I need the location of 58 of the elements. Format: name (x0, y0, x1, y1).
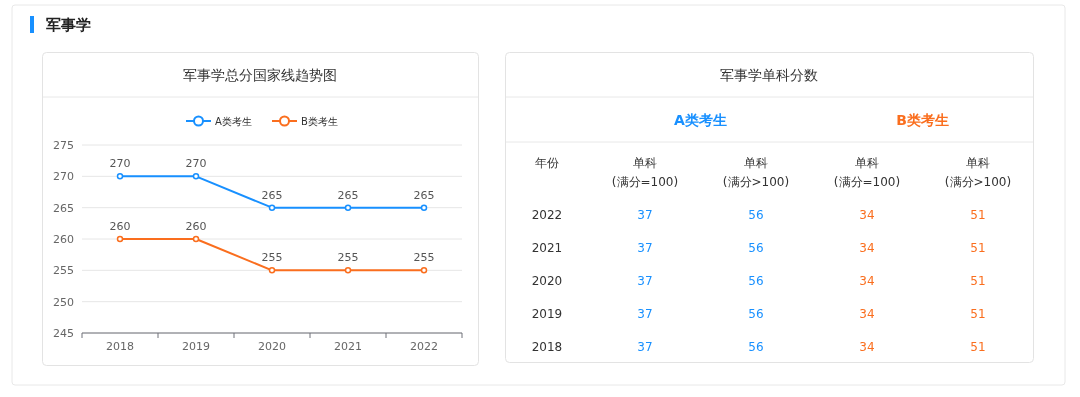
data-label: 37 (637, 340, 653, 354)
data-label: 51 (970, 208, 986, 222)
y-axis-title: 年份 (535, 156, 559, 170)
chart-title: 军事学总分国家线趋势图 (183, 67, 337, 83)
data-label: 37 (637, 208, 653, 222)
data-label: 34 (859, 208, 875, 222)
x-tick-label: 2020 (258, 340, 286, 353)
y-tick-label: 245 (53, 327, 74, 340)
y-tick-label: 2022 (531, 208, 563, 222)
data-label: 56 (748, 340, 764, 354)
text: B类考生 (896, 112, 949, 128)
x-tick-label: 单科 (满分>100) (944, 156, 1012, 189)
data-label: 34 (859, 307, 875, 321)
data-label: 56 (748, 208, 764, 222)
y-tick-label: 260 (53, 233, 74, 246)
data-label: 56 (748, 241, 764, 255)
x-tick-label: 2018 (106, 340, 134, 353)
data-label: 37 (637, 307, 653, 321)
data-label: 270 (185, 157, 207, 171)
y-tick-label: 2019 (531, 307, 563, 321)
data-label: 56 (748, 307, 764, 321)
data-label: 255 (337, 251, 359, 265)
data-label: 51 (970, 340, 986, 354)
data-label: 265 (337, 188, 359, 202)
x-tick-label: 2019 (182, 340, 210, 353)
data-label: 260 (109, 220, 131, 233)
data-label: 34 (859, 241, 875, 255)
x-tick-label: 2022 (410, 340, 438, 353)
y-tick-label: 270 (53, 170, 74, 184)
y-tick-label: 265 (53, 201, 74, 215)
y-tick-label: 2021 (531, 241, 563, 255)
x-tick-label: 单科 (满分>100) (722, 156, 790, 189)
x-tick-label: 单科 (满分=100) (611, 156, 679, 189)
y-tick-label: 250 (53, 295, 74, 309)
chart-title: 军事学单科分数 (720, 67, 818, 83)
data-label: 51 (970, 307, 986, 321)
y-tick-label: 2020 (531, 274, 563, 288)
legend-label: B类考生 (301, 116, 338, 127)
data-label: 56 (748, 274, 764, 288)
y-tick-label: 255 (53, 264, 74, 278)
data-label: 34 (859, 274, 875, 288)
data-label: 270 (109, 157, 131, 171)
data-label: 255 (261, 251, 283, 265)
data-label: 265 (413, 188, 435, 202)
data-label: 34 (859, 340, 875, 354)
x-tick-label: 2021 (334, 340, 362, 353)
data-label: 37 (637, 241, 653, 255)
data-label: 265 (261, 188, 283, 202)
data-label: 37 (637, 274, 653, 288)
data-label: 51 (970, 274, 986, 288)
data-label: 255 (413, 251, 435, 265)
legend-label: A类考生 (215, 116, 252, 127)
x-tick-label: 单科 (满分=100) (833, 156, 901, 189)
data-label: 51 (970, 241, 986, 255)
y-tick-label: 275 (53, 139, 74, 152)
text: A类考生 (674, 112, 727, 128)
data-label: 260 (185, 220, 207, 233)
text: 军事学 (46, 16, 91, 34)
